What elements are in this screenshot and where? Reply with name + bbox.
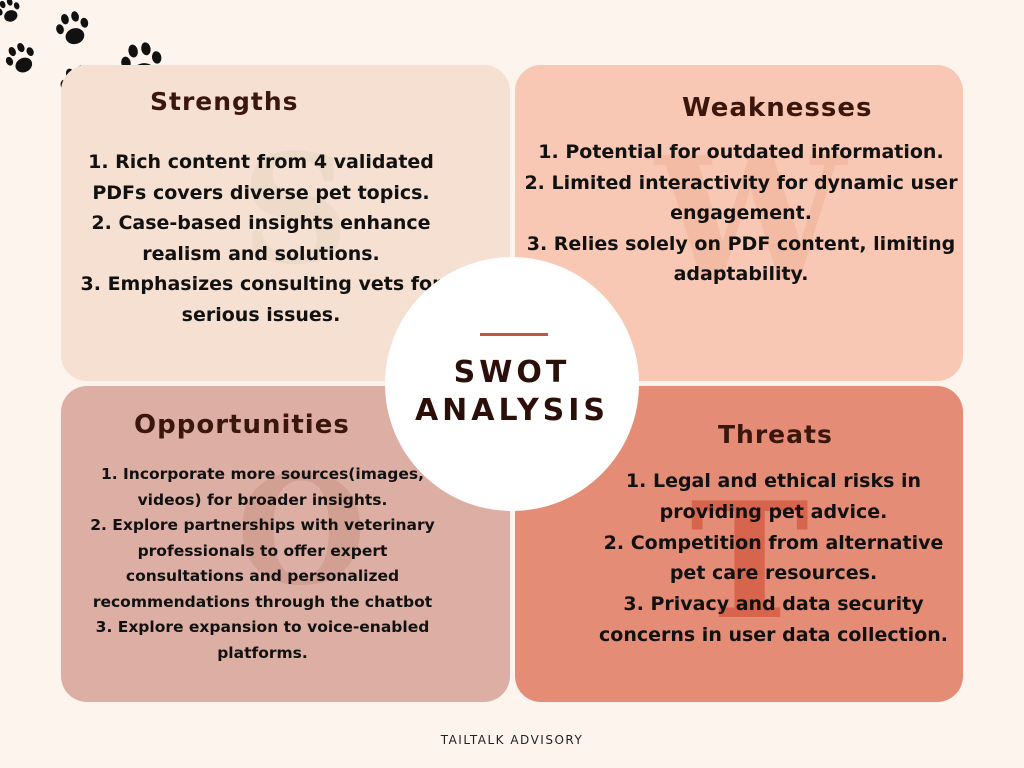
swot-center-circle: SWOT ANALYSIS	[385, 257, 639, 511]
paw-print-icon	[56, 11, 89, 45]
weaknesses-list: 1. Potential for outdated information. 2…	[519, 137, 963, 290]
strengths-item: 1. Rich content from 4 validated PDFs co…	[88, 151, 434, 204]
threats-item: 2. Competition from alternative pet care…	[603, 531, 944, 585]
swot-title-line2: ANALYSIS	[414, 393, 610, 428]
strengths-list: 1. Rich content from 4 validated PDFs co…	[65, 147, 457, 330]
strengths-item: 2. Case-based insights enhance realism a…	[91, 212, 431, 265]
strengths-item: 3. Emphasizes consulting vets for seriou…	[80, 273, 442, 326]
footer-brand: TAILTALK ADVISORY	[440, 733, 584, 747]
weaknesses-title: Weaknesses	[682, 93, 873, 123]
opportunities-list: 1. Incorporate more sources(images, vide…	[88, 462, 437, 666]
weaknesses-item: 2. Limited interactivity for dynamic use…	[524, 171, 958, 225]
opportunities-item: 2. Explore partnerships with veterinary …	[90, 516, 435, 611]
opportunities-quadrant: O Opportunities 1. Incorporate more sour…	[61, 386, 510, 702]
paw-print-icon	[0, 0, 20, 22]
opportunities-item: 3. Explore expansion to voice-enabled pl…	[95, 618, 430, 662]
threats-item: 3. Privacy and data security concerns in…	[599, 593, 948, 646]
threats-title: Threats	[718, 420, 833, 449]
weaknesses-item: 1. Potential for outdated information.	[538, 141, 944, 163]
threats-list: 1. Legal and ethical risks in providing …	[595, 466, 952, 651]
swot-title-line1: SWOT	[453, 355, 571, 390]
paw-print-icon	[5, 42, 34, 73]
threats-item: 1. Legal and ethical risks in providing …	[625, 470, 922, 523]
strengths-title: Strengths	[150, 87, 299, 116]
opportunities-item: 1. Incorporate more sources(images, vide…	[100, 465, 425, 509]
opportunities-title: Opportunities	[134, 410, 350, 440]
swot-title: SWOT ANALYSIS	[385, 354, 639, 430]
accent-divider	[480, 333, 548, 336]
weaknesses-item: 3. Relies solely on PDF content, limitin…	[526, 232, 956, 286]
